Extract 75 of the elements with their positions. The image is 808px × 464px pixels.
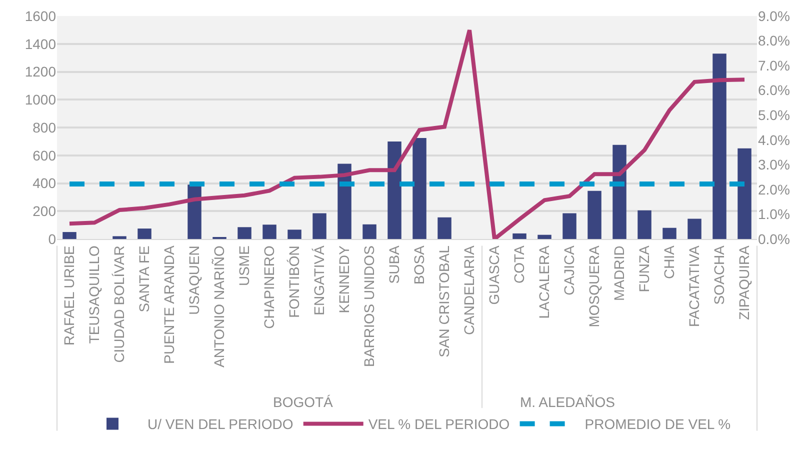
y2-tick-label: 7.0% [758, 57, 790, 74]
x-tick-label: SUBA [386, 244, 402, 284]
x-tick-label: LACALERA [536, 244, 552, 319]
x-tick-label: SOACHA [711, 244, 728, 305]
y2-tick-label: 9.0% [758, 8, 790, 24]
y-tick-label: 1200 [24, 64, 56, 80]
bar [738, 148, 752, 239]
x-tick-label: ANTONIO NARIÑO [211, 246, 228, 368]
y2-tick-label: 8.0% [758, 32, 790, 49]
y-tick-label: 400 [32, 175, 56, 192]
x-tick-label: PUENTE ARANDA [161, 244, 178, 364]
y-tick-label: 0 [48, 230, 56, 247]
x-tick-label: BOSA [411, 244, 428, 285]
y2-tick-label: 3.0% [758, 156, 790, 173]
x-tick-label: CAJICA [561, 244, 578, 296]
x-tick-label: FUNZA [636, 244, 652, 292]
bar [662, 228, 676, 239]
bar [612, 144, 626, 239]
x-tick-label: SAN CRISTOBAL [436, 245, 452, 358]
x-tick-label: MOSQUERA [586, 244, 602, 328]
y2-tick-label: 0.0% [758, 230, 790, 247]
y2-tick-label: 2.0% [758, 181, 790, 198]
x-tick-label: USME [236, 246, 252, 286]
bar [138, 228, 152, 239]
bar [538, 234, 552, 239]
y-tick-label: 600 [32, 147, 56, 164]
bar [562, 213, 576, 239]
x-tick-label: SANTA FE [136, 246, 152, 312]
x-tick-label: CHAPINERO [261, 245, 278, 329]
bar [388, 141, 402, 239]
text: M. ALEDAÑOS [520, 394, 615, 410]
bar [712, 54, 726, 239]
legend-label: U/ VEN DEL PERIODO [148, 416, 294, 432]
x-tick-label: CHIA [661, 244, 678, 280]
bar [288, 230, 302, 239]
x-tick-label: ENGATIVÁ [311, 244, 328, 316]
bar [588, 190, 602, 239]
x-tick-label: CANDELARIA [461, 244, 478, 336]
y-tick-label: 200 [32, 203, 56, 220]
text: BOGOTÁ [273, 394, 334, 410]
y-tick-label: 800 [32, 119, 56, 136]
line-series [68, 28, 746, 239]
legend-label: VEL % DEL PERIODO [368, 416, 510, 432]
y-tick-label: 1000 [24, 92, 56, 108]
x-tick-label: COTA [511, 244, 528, 284]
bar [438, 217, 452, 239]
x-tick-label: USAQUEN [186, 246, 202, 315]
bar [638, 210, 652, 239]
x-tick-label: KENNEDY [336, 244, 352, 314]
bar [512, 233, 526, 239]
x-tick-label: CIUDAD BOLÍVAR [111, 246, 128, 363]
y2-tick-label: 5.0% [758, 107, 790, 124]
bar [238, 227, 252, 239]
bar [62, 232, 76, 239]
x-tick-label: MADRID [611, 246, 628, 301]
x-tick-label: RAFAEL URIBE [61, 246, 78, 346]
bar [362, 224, 376, 239]
bar [412, 138, 426, 239]
y2-tick-label: 6.0% [758, 82, 790, 98]
x-tick-label: GUASCA [486, 244, 502, 305]
bar [688, 218, 702, 239]
bar [312, 213, 326, 239]
x-tick-label: TEUSAQUILLO [86, 245, 102, 344]
y2-tick-label: 1.0% [758, 206, 790, 222]
legend-label: PROMEDIO DE VEL % [584, 416, 731, 432]
bar [262, 224, 276, 239]
x-tick-label: ZIPAQUIRA [736, 244, 752, 320]
bar [112, 236, 126, 239]
y2-tick-label: 4.0% [758, 132, 790, 148]
x-tick-label: FONTIBÓN [286, 246, 302, 318]
x-tick-label: FACATATIVA [686, 244, 702, 328]
y-tick-label: 1600 [24, 8, 56, 24]
x-tick-label: BARRIOS UNIDOS [361, 246, 378, 367]
bar [188, 184, 202, 239]
y-tick-label: 1400 [24, 36, 56, 52]
